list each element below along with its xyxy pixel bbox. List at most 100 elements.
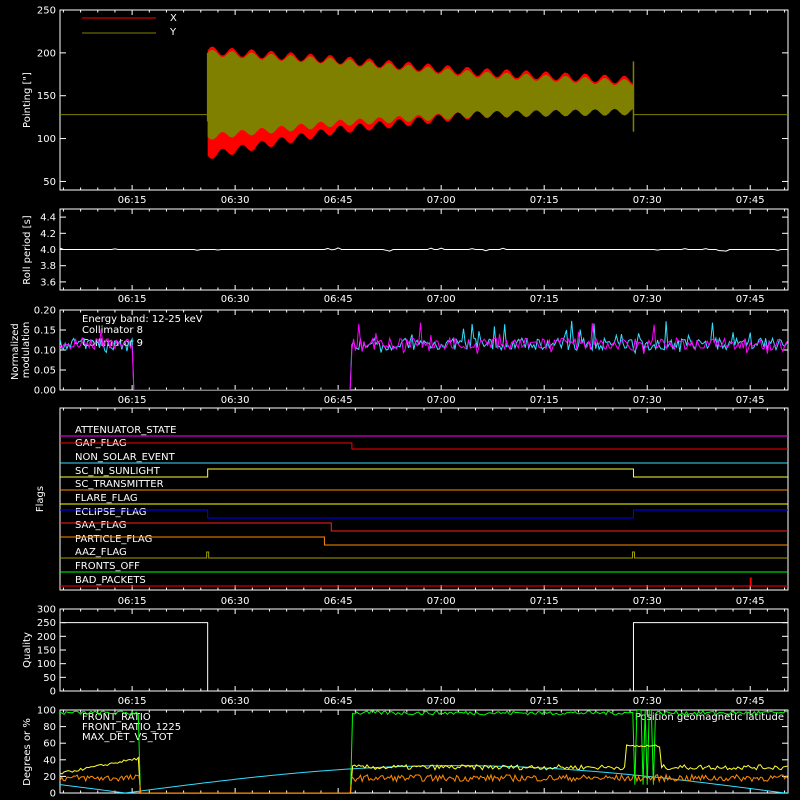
- y-tick-label: 200: [37, 632, 56, 643]
- flag-label-sc-in-sunlight: SC_IN_SUNLIGHT: [75, 466, 161, 477]
- y-tick-label: 250: [37, 618, 56, 629]
- x-tick-label: 07:00: [427, 596, 456, 607]
- x-tick-label: 07:15: [530, 596, 559, 607]
- pointing-series-group: [207, 46, 634, 159]
- y-tick-label: 0: [50, 789, 56, 800]
- x-tick-label: 07:45: [736, 395, 765, 406]
- y-tick-label: 100: [37, 134, 56, 145]
- x-tick-label: 07:30: [633, 696, 662, 707]
- x-tick-label: 06:30: [221, 596, 250, 607]
- x-tick-label: 07:00: [427, 294, 456, 305]
- y-tick-label: 50: [43, 177, 56, 188]
- flag-label-eclipse-flag: ECLIPSE_FLAG: [75, 507, 146, 518]
- legend-front-ratio-1225: FRONT_RATIO_1225: [82, 722, 181, 733]
- x-tick-label: 07:15: [530, 195, 559, 206]
- x-tick-label: 06:15: [118, 195, 147, 206]
- x-tick-label: 07:45: [736, 195, 765, 206]
- x-tick-label: 07:15: [530, 294, 559, 305]
- x-tick-label: 07:15: [530, 696, 559, 707]
- modulation-ylabel: Normalized modulation: [10, 320, 32, 380]
- x-tick-label: 06:45: [324, 696, 353, 707]
- flag-label-particle-flag: PARTICLE_FLAG: [75, 534, 152, 545]
- y-tick-label: 3.8: [40, 261, 56, 272]
- x-tick-label: 07:30: [633, 596, 662, 607]
- quality-panel: [59, 608, 789, 692]
- geomagnetic-annotation: Position geomagnetic latitude: [635, 712, 784, 723]
- y-tick-label: 0.05: [34, 366, 56, 377]
- flag-label-flare-flag: FLARE_FLAG: [75, 493, 138, 504]
- y-tick-label: 150: [37, 646, 56, 657]
- y-tick-label: 4.4: [40, 213, 56, 224]
- y-tick-label: 60: [43, 739, 56, 750]
- x-tick-label: 07:45: [736, 294, 765, 305]
- x-tick-label: 07:15: [530, 395, 559, 406]
- x-tick-label: 07:00: [427, 696, 456, 707]
- flag-line-gap-flag: [60, 442, 788, 450]
- x-tick-label: 06:45: [324, 596, 353, 607]
- flag-label-non-solar-event: NON_SOLAR_EVENT: [75, 452, 176, 463]
- flag-label-attenuator-state: ATTENUATOR_STATE: [75, 425, 176, 436]
- flag-line-aaz-flag: [60, 551, 788, 559]
- y-tick-label: 0.10: [34, 346, 56, 357]
- x-tick-label: 07:45: [736, 596, 765, 607]
- flag-label-fronts-off: FRONTS_OFF: [75, 561, 140, 572]
- y-tick-label: 150: [37, 91, 56, 102]
- roll-ylabel: Roll period [s]: [22, 215, 33, 284]
- quality-line: [62, 622, 788, 692]
- y-tick-label: 100: [37, 706, 56, 717]
- degrees-series-group: [60, 710, 788, 793]
- quality-ylabel: Quality: [22, 632, 33, 668]
- x-tick-label: 06:15: [118, 696, 147, 707]
- y-tick-label: 0.15: [34, 326, 56, 337]
- y-tick-label: 0: [50, 687, 56, 698]
- y-tick-label: 100: [37, 659, 56, 670]
- x-tick-label: 06:15: [118, 395, 147, 406]
- degrees-ylabel: Degrees or %: [22, 718, 33, 786]
- x-tick-label: 07:30: [633, 195, 662, 206]
- pointing-y-envelope: [207, 49, 634, 140]
- modulation-ylabel-line1: Normalized: [10, 323, 21, 380]
- y-tick-label: 80: [43, 722, 56, 733]
- y-tick-label: 20: [43, 772, 56, 783]
- flag-label-bad-packets: BAD_PACKETS: [75, 575, 146, 586]
- flag-line-saa-flag: [60, 522, 788, 532]
- x-tick-label: 06:30: [221, 395, 250, 406]
- max-det-vs-tot-line: [60, 773, 788, 793]
- legend-collimator-8: Collimator 8: [82, 325, 143, 336]
- x-tick-label: 07:30: [633, 294, 662, 305]
- flag-line-eclipse-flag: [60, 509, 788, 519]
- x-tick-label: 07:30: [633, 395, 662, 406]
- modulation-series-group: [60, 320, 788, 390]
- x-tick-label: 06:45: [324, 195, 353, 206]
- x-tick-label: 06:15: [118, 294, 147, 305]
- geomagnetic-latitude-line: [60, 765, 788, 793]
- collimator-9-line: [60, 322, 788, 390]
- chart-marks: 06:15 06:30 06:45 07:00 07:15 07:30 07:45 06:15…: [34, 6, 788, 800]
- pointing-ylabel: Pointing ["]: [22, 72, 33, 128]
- front-ratio-1225-line: [60, 710, 788, 793]
- modulation-ylabel-line2: modulation: [21, 322, 32, 379]
- legend-x-label: X: [170, 13, 177, 24]
- legend-collimator-9: Collimator 9: [82, 338, 143, 349]
- x-tick-label: 06:30: [221, 195, 250, 206]
- x-tick-label: 06:30: [221, 294, 250, 305]
- y-tick-label: 200: [37, 48, 56, 59]
- flag-line-particle-flag: [60, 536, 788, 546]
- y-tick-label: 3.6: [40, 277, 56, 288]
- x-tick-label: 07:00: [427, 195, 456, 206]
- y-tick-label: 4.0: [40, 245, 56, 256]
- y-tick-label: 300: [37, 605, 56, 616]
- y-tick-label: 40: [43, 755, 56, 766]
- flag-label-sc-transmitter: SC_TRANSMITTER: [75, 479, 164, 490]
- roll-period-line: [59, 247, 788, 252]
- y-tick-label: 0.00: [34, 386, 56, 397]
- y-tick-label: 50: [43, 673, 56, 684]
- front-ratio-line: [60, 744, 788, 793]
- x-tick-label: 07:00: [427, 395, 456, 406]
- modulation-annotation: Energy band: 12-25 keV: [82, 314, 203, 325]
- flag-line-bad-packets: [60, 577, 788, 587]
- flag-line-sc-in-sunlight: [60, 468, 788, 478]
- legend-front-ratio: FRONT_RATIO: [82, 712, 151, 723]
- legend-max-det: MAX_DET_VS_TOT: [82, 732, 174, 743]
